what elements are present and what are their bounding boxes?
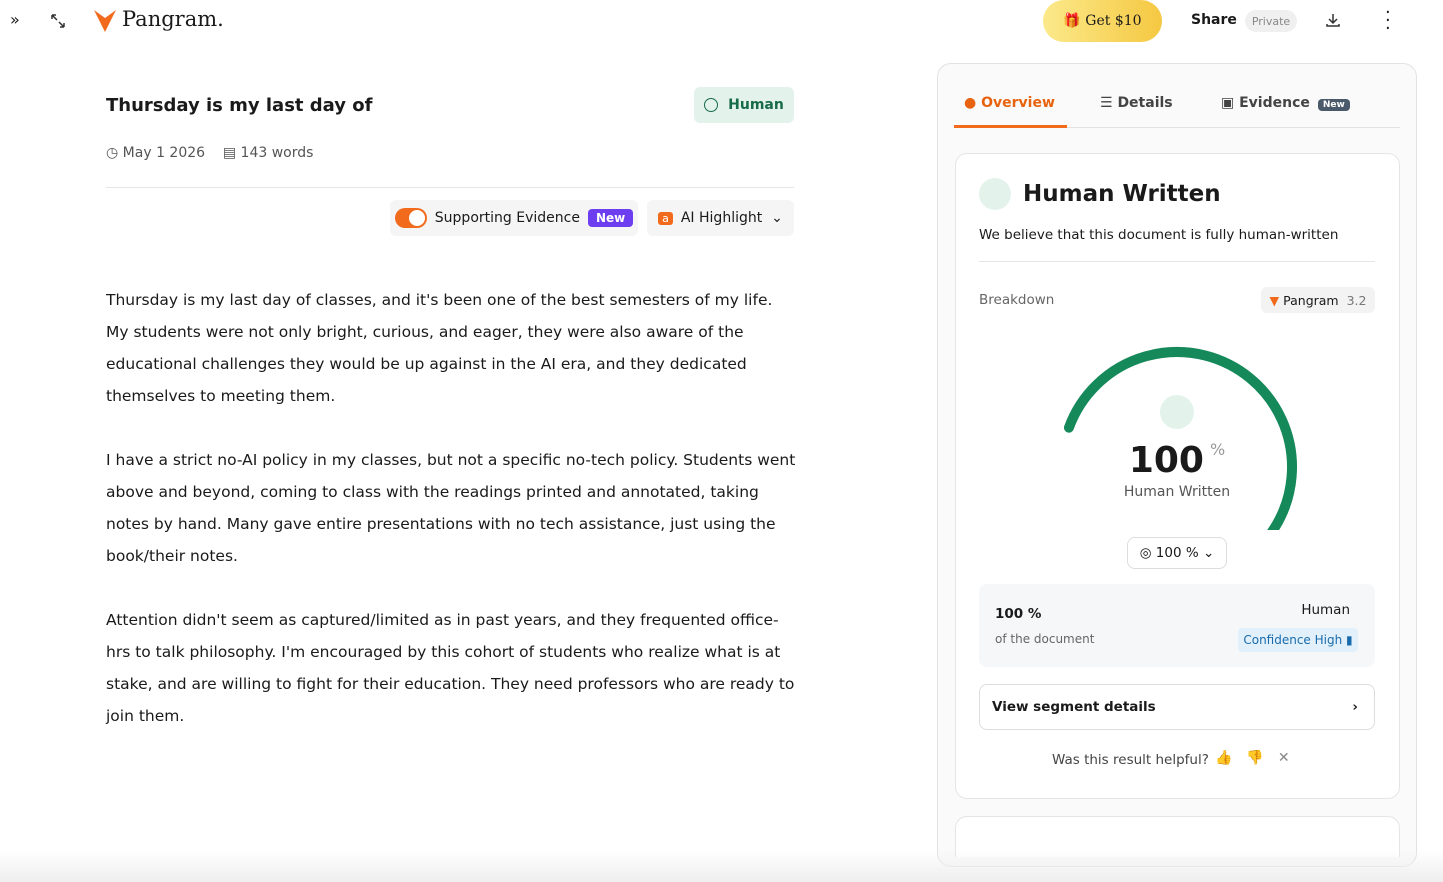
paragraph: Attention didn't seem as captured/limite… — [106, 611, 795, 725]
badge-label: Human — [728, 97, 784, 113]
doc-meta: ◷ May 1 2026 ▤ 143 words — [106, 145, 314, 161]
doc-body: Thursday is my last day of classes, and … — [106, 284, 796, 764]
tab-evidence[interactable]: ▣ Evidence New — [1221, 95, 1350, 111]
result-class: Human — [1301, 602, 1350, 618]
gauge-unit: % — [1209, 440, 1226, 459]
overview-card — [955, 153, 1400, 799]
tab-label: Overview — [981, 95, 1055, 111]
segment-link[interactable]: View segment details › — [979, 684, 1375, 730]
tab-indicator — [954, 125, 1067, 128]
toggle-label: Supporting Evidence — [434, 210, 580, 226]
model-version: 3.2 — [1346, 292, 1367, 308]
privacy-badge: Private — [1245, 10, 1297, 32]
download[interactable] — [1325, 12, 1341, 28]
paragraph: I have a strict no-AI policy in my class… — [106, 451, 796, 565]
feedback-prompt: Was this result helpful? — [1052, 752, 1209, 768]
brand: Pangram. — [122, 7, 224, 31]
new-tag: New — [1317, 99, 1350, 111]
human-badge: Human — [694, 87, 794, 123]
share-button[interactable]: Share — [1191, 12, 1237, 28]
tab-overview[interactable]: ● Overview — [964, 95, 1055, 111]
doc-words: 143 words — [240, 145, 314, 161]
doc-date: May 1 2026 — [122, 145, 206, 161]
result-box — [979, 584, 1375, 667]
confidence-label: Confidence High — [1243, 633, 1343, 647]
model-name: Pangram — [1283, 292, 1339, 308]
divider — [979, 261, 1375, 262]
gauge — [1063, 347, 1297, 530]
promo-label: Get $10 — [1085, 13, 1142, 29]
tab-label: Details — [1117, 95, 1173, 111]
highlight-label: AI Highlight — [680, 210, 763, 226]
result-percent: 100 % — [995, 606, 1042, 622]
segment-label: View segment details — [992, 699, 1156, 715]
result-summary: We believe that this document is fully h… — [979, 227, 1339, 243]
expand-sidebar[interactable]: » — [10, 10, 20, 29]
result-heading: Human Written — [1023, 181, 1221, 207]
class-selector[interactable]: ◎ 100 % ⌄ — [1127, 537, 1227, 569]
evidence-toggle[interactable]: Supporting Evidence New — [390, 200, 638, 236]
heading-icon — [979, 178, 1011, 210]
tab-details[interactable]: ☰ Details — [1100, 95, 1173, 111]
paragraph: Thursday is my last day of classes, and … — [106, 291, 773, 405]
gauge-value: 100% — [1077, 440, 1277, 481]
feedback-buttons[interactable]: 👍👎✕ — [1215, 750, 1304, 766]
confidence-badge: Confidence High ▮ — [1238, 628, 1358, 652]
promo-button[interactable]: 🎁 Get $10 — [1043, 0, 1162, 42]
gauge-arc — [1063, 347, 1297, 530]
gauge-number: 100 — [1128, 440, 1204, 481]
new-tag: New — [587, 209, 634, 227]
bottom-fade — [0, 850, 1443, 882]
selector-label: 100 % — [1155, 545, 1199, 561]
model-badge: ▼ Pangram 3.2 — [1261, 287, 1375, 313]
fullscreen[interactable] — [50, 13, 66, 29]
result-caption: of the document — [995, 632, 1095, 646]
tab-line — [954, 127, 1400, 128]
gauge-label: Human Written — [1123, 484, 1231, 500]
divider — [106, 187, 794, 188]
breakdown-label: Breakdown — [979, 292, 1055, 308]
ai-highlight-dropdown[interactable]: a AI Highlight ⌄ — [647, 200, 794, 236]
doc-title: Thursday is my last day of — [106, 95, 373, 116]
tab-label: Evidence — [1239, 95, 1310, 111]
more-menu[interactable]: · · · — [1385, 2, 1391, 39]
logo — [94, 10, 116, 32]
